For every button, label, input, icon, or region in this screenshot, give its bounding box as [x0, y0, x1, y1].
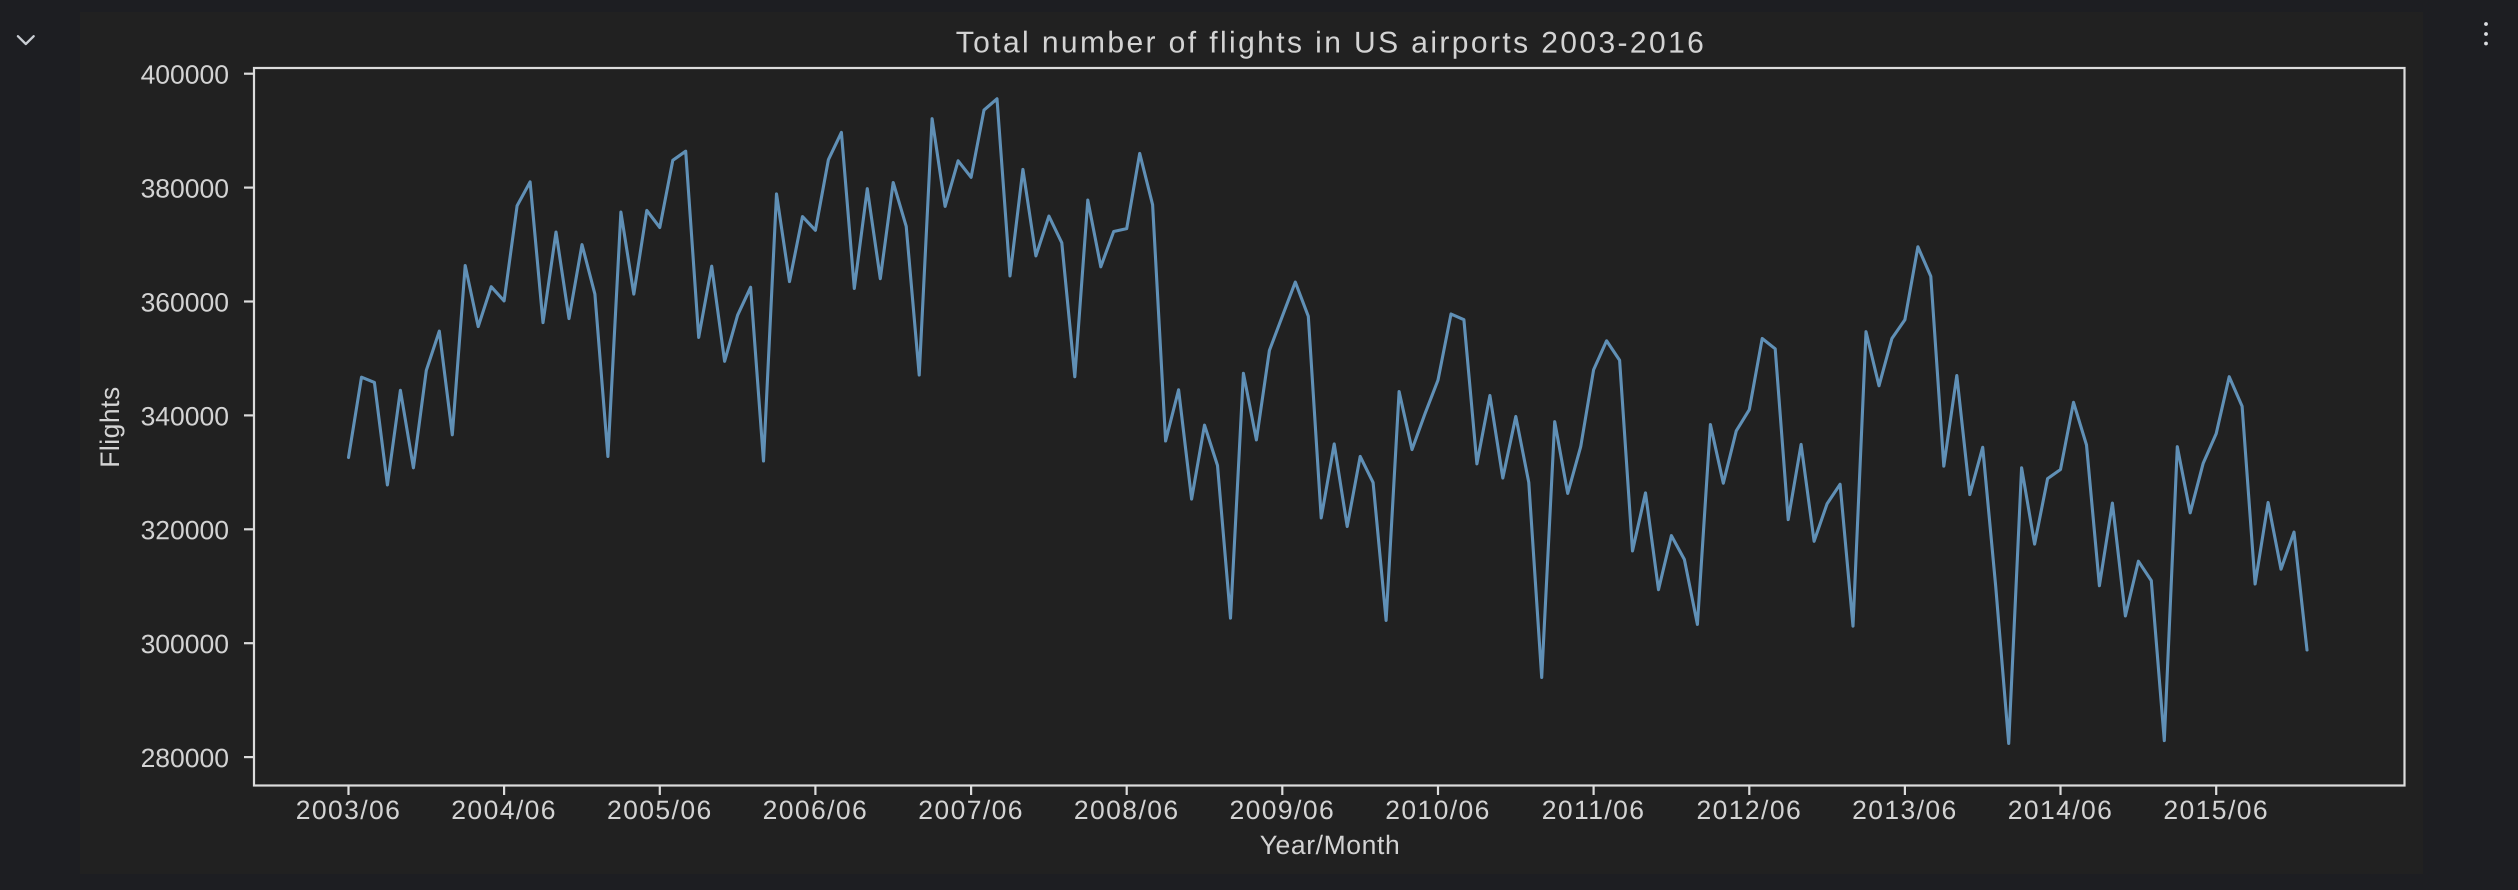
svg-text:380000: 380000 — [141, 174, 229, 204]
svg-text:2015/06: 2015/06 — [2163, 795, 2269, 825]
svg-text:2010/06: 2010/06 — [1385, 795, 1491, 825]
svg-text:2003/06: 2003/06 — [296, 795, 402, 825]
svg-text:2004/06: 2004/06 — [451, 795, 557, 825]
svg-text:360000: 360000 — [141, 287, 229, 317]
svg-text:2014/06: 2014/06 — [2008, 795, 2114, 825]
svg-text:2008/06: 2008/06 — [1074, 795, 1180, 825]
svg-text:Year/Month: Year/Month — [1260, 830, 1401, 860]
svg-text:2011/06: 2011/06 — [1542, 795, 1646, 825]
svg-text:400000: 400000 — [141, 60, 229, 90]
svg-text:Flights: Flights — [95, 386, 125, 468]
svg-text:340000: 340000 — [141, 401, 229, 431]
svg-text:2006/06: 2006/06 — [763, 795, 869, 825]
svg-text:2012/06: 2012/06 — [1697, 795, 1803, 825]
svg-text:2009/06: 2009/06 — [1230, 795, 1336, 825]
svg-text:2007/06: 2007/06 — [918, 795, 1024, 825]
svg-text:Total number of flights in US: Total number of flights in US airports 2… — [956, 26, 1707, 59]
svg-text:300000: 300000 — [141, 629, 229, 659]
svg-text:2013/06: 2013/06 — [1852, 795, 1958, 825]
svg-text:280000: 280000 — [141, 743, 229, 773]
svg-text:2005/06: 2005/06 — [607, 795, 713, 825]
svg-text:320000: 320000 — [141, 515, 229, 545]
